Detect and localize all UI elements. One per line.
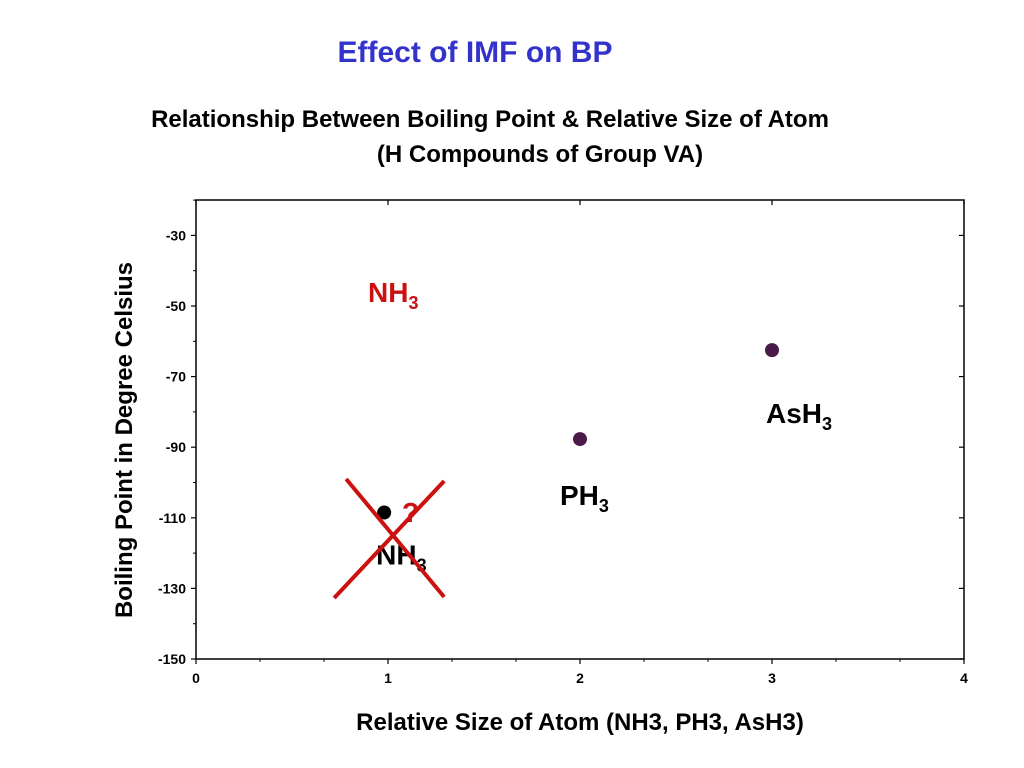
y-tick-label: -90 [166,439,186,455]
y-axis: -150 -130 -110 -90 -70 -50 -30 [158,199,964,667]
data-point [765,343,779,358]
x-tick-label: 3 [768,670,776,686]
chart-subtitle: (H Compounds of Group VA) [376,141,704,168]
y-tick-label: -70 [166,369,186,385]
x-axis: 0 1 2 3 4 [192,200,968,686]
y-tick-label: -150 [158,651,186,667]
x-tick-label: 0 [192,670,200,686]
y-axis-label: Boiling Point in Degree Celsius [111,262,138,618]
point-label-main: PH [560,480,599,511]
y-tick-label: -110 [159,510,186,526]
y-tick-label: -30 [166,227,186,243]
x-tick-label: 2 [576,670,584,686]
data-point [573,432,587,447]
cross-stroke-1 [344,477,446,599]
y-tick-label: -50 [166,298,186,314]
mask-block [360,212,418,238]
cross-stroke-2 [332,479,446,600]
point-label-main: AsH [766,398,822,429]
y-tick-label: -130 [158,580,186,596]
data-point [377,505,392,520]
slide-title: Effect of IMF on BP [337,36,613,69]
point-label-sub: 3 [822,414,832,434]
point-label-sub: 3 [599,496,609,516]
x-tick-label: 1 [384,670,392,686]
chart-title: Relationship Between Boiling Point & Rel… [151,106,829,133]
plot-area [195,199,965,660]
x-axis-label: Relative Size of Atom (NH3, PH3, AsH3) [356,709,804,736]
point-label: AsH3 [766,398,832,434]
corrected-label: NH3 [368,277,418,313]
x-tick-label: 4 [960,670,968,686]
corrected-label-sub: 3 [408,293,418,313]
point-label: PH3 [560,480,609,516]
corrected-label-main: NH [368,277,408,308]
point-label-sub: 3 [417,556,427,576]
annotations: NH3? [332,212,446,600]
